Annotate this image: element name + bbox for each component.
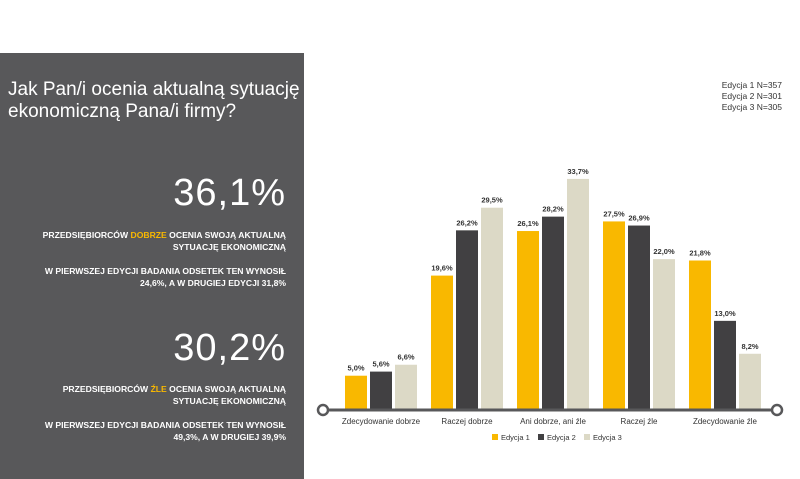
bar-3-edycja-3: [567, 178, 589, 410]
bar-2-edycja-3: [481, 207, 503, 410]
category-label-1: Zdecydowanie dobrze: [342, 417, 421, 426]
edition-3-sample: Edycja 3 N=305: [721, 102, 782, 112]
data-label-3-edycja-3: 33,7%: [567, 167, 589, 176]
data-label-1-edycja-1: 5,0%: [347, 364, 364, 373]
data-label-4-edycja-2: 26,9%: [628, 214, 650, 223]
data-label-3-edycja-1: 26,1%: [517, 219, 539, 228]
stat-good-caption-suffix: OCENIA SWOJĄ AKTUALNĄ SYTUACJĘ EKONOMICZ…: [166, 230, 286, 252]
stat-bad-caption-highlight: ŹLE: [150, 384, 167, 394]
edition-1-sample: Edycja 1 N=357: [721, 80, 782, 90]
bar-1-edycja-1: [345, 375, 367, 410]
data-label-5-edycja-2: 13,0%: [714, 309, 736, 318]
category-label-5: Zdecydowanie źle: [693, 417, 758, 426]
bar-4-edycja-3: [653, 259, 675, 410]
legend-label-edycja-1: Edycja 1: [501, 433, 530, 442]
edition-sample-sizes: Edycja 1 N=357 Edycja 2 N=301 Edycja 3 N…: [672, 80, 782, 113]
stat-good-caption-highlight: DOBRZE: [130, 230, 167, 240]
category-label-2: Raczej dobrze: [441, 417, 493, 426]
legend-label-edycja-2: Edycja 2: [547, 433, 576, 442]
bar-1-edycja-3: [395, 364, 417, 410]
data-label-4-edycja-1: 27,5%: [603, 209, 625, 218]
bar-4-edycja-1: [603, 221, 625, 410]
data-label-1-edycja-3: 6,6%: [397, 353, 414, 362]
stat-good-value: 36,1%: [173, 172, 286, 214]
axis-end-cap-left: [316, 403, 330, 417]
stat-bad-caption: PRZEDSIĘBIORCÓW ŹLE OCENIA SWOJĄ AKTUALN…: [16, 383, 286, 407]
stat-bad-value: 30,2%: [173, 327, 286, 369]
question-title: Jak Pan/i ocenia aktualną sytuację ekono…: [8, 79, 300, 122]
bar-5-edycja-3: [739, 353, 761, 410]
stat-good-note: W PIERWSZEJ EDYCJI BADANIA ODSETEK TEN W…: [44, 266, 286, 288]
bar-3-edycja-2: [542, 216, 564, 410]
left-panel: Jak Pan/i ocenia aktualną sytuację ekono…: [0, 53, 304, 479]
axis-end-cap-right: [770, 403, 784, 417]
bar-1-edycja-2: [370, 371, 392, 410]
data-label-5-edycja-1: 21,8%: [689, 249, 711, 258]
bar-3-edycja-1: [517, 231, 539, 410]
edition-2-sample: Edycja 2 N=301: [721, 91, 782, 101]
stat-good-caption: PRZEDSIĘBIORCÓW DOBRZE OCENIA SWOJĄ AKTU…: [16, 229, 286, 253]
data-label-2-edycja-2: 26,2%: [456, 218, 478, 227]
bar-2-edycja-1: [431, 275, 453, 410]
category-label-4: Raczej źle: [621, 417, 658, 426]
bar-4-edycja-2: [628, 225, 650, 410]
category-label-3: Ani dobrze, ani źle: [520, 417, 586, 426]
legend-swatch-edycja-1: [492, 434, 498, 440]
legend-swatch-edycja-2: [538, 434, 544, 440]
stat-bad-caption-prefix: PRZEDSIĘBIORCÓW: [62, 384, 151, 394]
data-label-2-edycja-3: 29,5%: [481, 196, 503, 205]
bar-5-edycja-1: [689, 260, 711, 410]
data-label-5-edycja-3: 8,2%: [741, 342, 758, 351]
legend-swatch-edycja-3: [584, 434, 590, 440]
bar-chart: 5,0% 5,6% 6,6% Zdecydowanie dobrze 19,6% 26,2…: [316, 167, 784, 442]
data-label-1-edycja-2: 5,6%: [372, 360, 389, 369]
stat-good-caption-prefix: PRZEDSIĘBIORCÓW: [42, 230, 131, 240]
legend-label-edycja-3: Edycja 3: [593, 433, 622, 442]
data-label-4-edycja-3: 22,0%: [653, 247, 675, 256]
data-label-2-edycja-1: 19,6%: [431, 264, 453, 273]
bar-5-edycja-2: [714, 320, 736, 410]
bar-2-edycja-2: [456, 230, 478, 410]
stat-bad-note: W PIERWSZEJ EDYCJI BADANIA ODSETEK TEN W…: [44, 420, 286, 442]
stat-bad-caption-suffix: OCENIA SWOJĄ AKTUALNĄ SYTUACJĘ EKONOMICZ…: [166, 384, 286, 406]
data-label-3-edycja-2: 28,2%: [542, 205, 564, 214]
